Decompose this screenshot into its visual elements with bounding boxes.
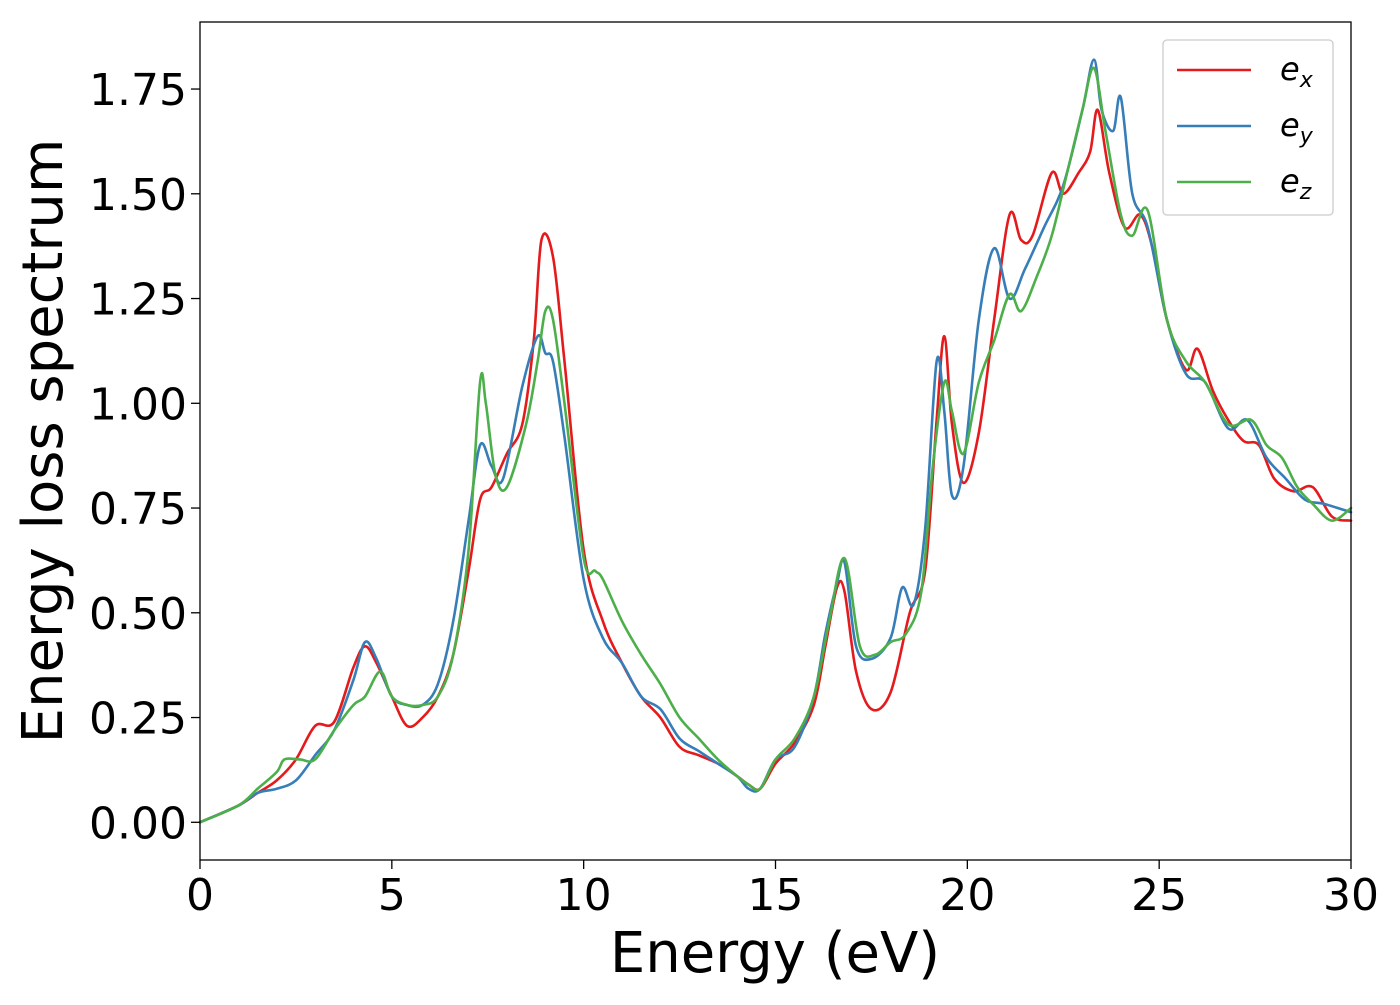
y-tick-label: 1.75: [89, 65, 187, 116]
y-tick-label: 1.25: [89, 275, 187, 326]
legend-label-e-y: ey: [1280, 106, 1314, 149]
y-tick-label: 0.75: [89, 484, 187, 535]
x-axis-title: Energy (eV): [610, 921, 940, 986]
x-axis: 0 5 10 15 20 25 30: [186, 860, 1379, 921]
series-line-e-x: [198, 108, 1353, 824]
x-tick-label: 10: [556, 870, 612, 921]
y-tick-label: 0.00: [89, 798, 187, 849]
y-tick-label: 0.50: [89, 589, 187, 640]
y-axis: 0.00 0.25 0.50 0.75 1.00 1.25 1.50 1.75: [89, 65, 200, 849]
legend: ex ey ez: [1162, 39, 1334, 216]
series-line-e-z: [198, 66, 1353, 824]
y-tick-label: 0.25: [89, 694, 187, 745]
x-tick-label: 25: [1131, 870, 1187, 921]
legend-label-e-z: ez: [1280, 162, 1312, 205]
legend-label-e-x: ex: [1280, 50, 1314, 93]
y-tick-label: 1.50: [89, 170, 187, 221]
y-axis-title: Energy loss spectrum: [11, 139, 76, 744]
x-tick-label: 20: [939, 870, 995, 921]
x-tick-label: 0: [186, 870, 214, 921]
series-layer: [198, 58, 1353, 824]
x-tick-label: 30: [1323, 870, 1379, 921]
x-tick-label: 5: [378, 870, 406, 921]
x-tick-label: 15: [748, 870, 804, 921]
legend-box: [1162, 39, 1334, 216]
y-tick-label: 1.00: [89, 379, 187, 430]
